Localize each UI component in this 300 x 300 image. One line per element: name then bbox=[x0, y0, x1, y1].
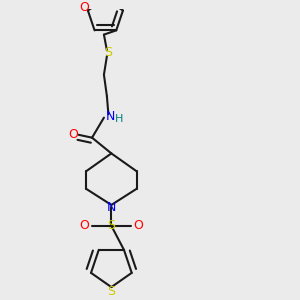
Text: O: O bbox=[80, 1, 89, 14]
Text: O: O bbox=[80, 219, 89, 232]
Text: H: H bbox=[115, 114, 124, 124]
Text: O: O bbox=[133, 219, 143, 232]
Text: S: S bbox=[107, 285, 116, 298]
Text: S: S bbox=[107, 219, 116, 232]
Text: S: S bbox=[104, 46, 112, 59]
Text: N: N bbox=[107, 201, 116, 214]
Text: N: N bbox=[106, 110, 115, 123]
Text: O: O bbox=[68, 128, 78, 141]
